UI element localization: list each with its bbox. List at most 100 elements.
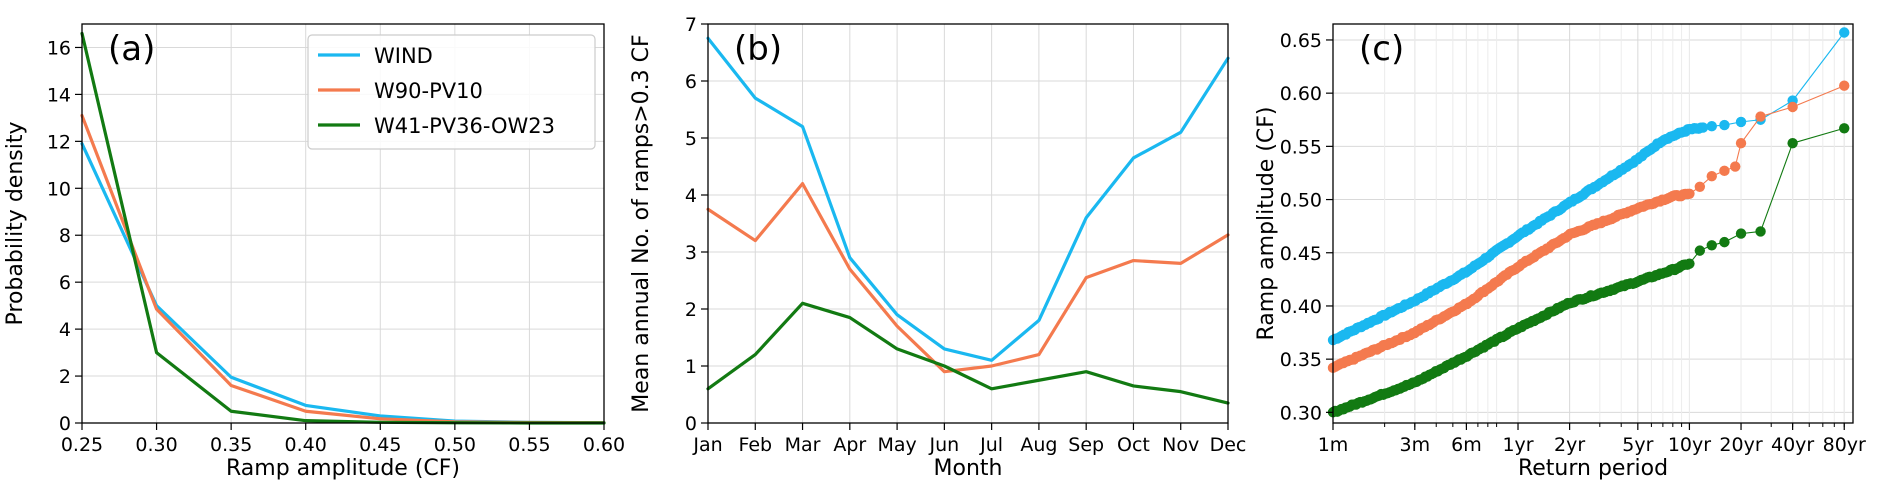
legend: WIND W90-PV10 W41-PV36-OW23	[307, 34, 596, 150]
panel-b-xtick-label: May	[877, 434, 916, 456]
panel-a-xtick-label: 0.50	[434, 434, 476, 456]
panel-a-ytick-label: 4	[59, 319, 71, 341]
panel-b-ytick-label: 2	[685, 299, 697, 321]
panel-b: 0 1 2 3 4 5 6 7 Jan Feb Mar Apr May Jun Jul Aug Sep Oct No…	[629, 14, 1246, 481]
panel-b-grid	[707, 23, 1229, 424]
panel-b-series-line-wind	[706, 36, 1230, 362]
panel-b-ytick-label: 4	[685, 185, 697, 207]
panel-c-ytick-label: 0.40	[1280, 296, 1322, 318]
panel-b-series	[706, 36, 1230, 405]
panel-c-point-w41-pv36-ow23	[1839, 123, 1850, 134]
panel-c-ytick-label: 0.60	[1280, 83, 1322, 105]
panel-a-ytick-label: 10	[47, 178, 71, 200]
panel-c-point-w90-pv10	[1839, 80, 1850, 91]
panel-a-xlabel: Ramp amplitude (CF)	[226, 456, 460, 481]
panel-c-point-w90-pv10	[1730, 161, 1741, 172]
panel-c-point-w41-pv36-ow23	[1787, 137, 1798, 149]
panel-b-xtick-label: Sep	[1068, 434, 1104, 456]
panel-c-axes-frame	[1332, 23, 1854, 424]
panel-b-xtick-label: Apr	[833, 434, 866, 456]
panel-b-series-line-w41-pv36-ow23	[706, 301, 1230, 405]
panel-b-xtick-label: Oct	[1117, 434, 1150, 456]
panel-b-axes-frame	[707, 23, 1229, 424]
panel-c-point-w41-pv36-ow23	[1684, 258, 1695, 269]
panel-c-xtick-label: 3m	[1400, 434, 1431, 456]
panel-b-xtick-label: Dec	[1210, 434, 1247, 456]
legend-box	[307, 34, 596, 150]
panel-c-point-w90-pv10	[1719, 165, 1730, 177]
panel-a-xtick-label: 0.25	[61, 434, 103, 456]
panel-a-ytick-label: 6	[59, 272, 71, 294]
panel-c-point-w90-pv10	[1684, 188, 1695, 200]
panel-a-xtick-label: 0.60	[583, 434, 625, 456]
legend-label-w41-pv36-ow23: W41-PV36-OW23	[374, 114, 555, 138]
panel-b-xtick-label: Mar	[785, 434, 821, 456]
panel-a-ticks: 0 2 4 6 8 10 12 14 16 0.25 0.30 0.35 0.40 0.45 0.50 0.5…	[47, 37, 625, 456]
panel-c-point-w41-pv36-ow23	[1735, 228, 1747, 239]
panel-a-ytick-label: 14	[47, 84, 71, 106]
panel-a-ytick-label: 16	[47, 37, 71, 59]
panel-a-ytick-label: 0	[59, 413, 71, 435]
panel-c-xtick-label: 6m	[1451, 434, 1482, 456]
panel-b-xtick-label: Feb	[738, 434, 772, 456]
panel-c-xlabel: Return period	[1518, 456, 1668, 481]
panel-a-series-line-wind	[80, 142, 606, 425]
panel-b-xtick-label: Jan	[692, 434, 722, 456]
panel-c-ytick-label: 0.30	[1280, 402, 1322, 424]
panel-b-label: (b)	[734, 29, 782, 69]
panel-b-ticks: 0 1 2 3 4 5 6 7 Jan Feb Mar Apr May Jun Jul Aug Sep Oct No…	[685, 14, 1246, 456]
panel-c-xtick-label: 10yr	[1668, 434, 1711, 456]
panel-a-xtick-label: 0.55	[508, 434, 550, 456]
panel-c-ytick-label: 0.45	[1280, 243, 1322, 265]
panel-c-point-wind	[1719, 119, 1730, 131]
panel-b-xtick-label: Jun	[929, 434, 960, 456]
panel-b-xlabel: Month	[934, 456, 1003, 481]
panel-c-ytick-label: 0.55	[1280, 136, 1322, 158]
panel-b-ytick-label: 6	[685, 71, 697, 93]
panel-c-series	[1327, 27, 1850, 418]
panel-b-ytick-label: 3	[685, 242, 697, 264]
panel-c-xtick-label: 1m	[1318, 434, 1349, 456]
panel-c-xtick-label: 2yr	[1554, 434, 1585, 456]
panel-c-ylabel: Ramp amplitude (CF)	[1254, 106, 1279, 340]
panel-c-ytick-label: 0.50	[1280, 190, 1322, 212]
panel-c-point-wind	[1735, 116, 1747, 128]
panel-a-axes-frame	[81, 23, 605, 424]
panel-a-xtick-label: 0.35	[210, 434, 252, 456]
panel-c-xtick-label: 80yr	[1823, 434, 1866, 456]
panel-a-ytick-label: 12	[47, 131, 71, 153]
panel-c-point-w41-pv36-ow23	[1755, 226, 1766, 237]
panel-a-xtick-label: 0.45	[359, 434, 401, 456]
panel-b-ytick-label: 5	[685, 128, 697, 150]
panel-a: 0 2 4 6 8 10 12 14 16 0.25 0.30 0.35 0.40 0.45 0.50 0.5…	[3, 23, 625, 481]
panel-c-point-w41-pv36-ow23	[1694, 245, 1706, 256]
panel-c-point-wind	[1839, 27, 1850, 38]
panel-c-ytick-label: 0.65	[1280, 30, 1322, 52]
panel-c-label: (c)	[1359, 29, 1404, 69]
panel-a-ytick-label: 8	[59, 225, 71, 247]
panel-c-xtick-label: 20yr	[1719, 434, 1762, 456]
panel-a-xtick-label: 0.30	[135, 434, 177, 456]
panel-a-label: (a)	[108, 29, 155, 69]
panel-c-point-w90-pv10	[1694, 181, 1706, 192]
panel-a-xtick-label: 0.40	[285, 434, 327, 456]
panel-b-ytick-label: 7	[685, 14, 697, 36]
panel-c-point-wind	[1706, 120, 1717, 132]
panel-b-xtick-label: Jul	[979, 434, 1003, 456]
panel-b-ytick-label: 1	[685, 356, 697, 378]
panel-c-ytick-label: 0.35	[1280, 349, 1322, 371]
panel-a-ytick-label: 2	[59, 366, 71, 388]
panel-b-xtick-label: Nov	[1162, 434, 1199, 456]
legend-label-w90-pv10: W90-PV10	[374, 79, 483, 103]
panel-c-ticks: 0.30 0.35 0.40 0.45 0.50 0.55 0.60 0.65 1m 3m 6m 1y…	[1280, 30, 1866, 456]
panel-c-series-line-w41-pv36-ow23	[1332, 127, 1845, 413]
panel-c-point-wind	[1697, 122, 1709, 133]
panel-c: 0.30 0.35 0.40 0.45 0.50 0.55 0.60 0.65 1m 3m 6m 1y…	[1254, 23, 1866, 481]
panel-a-grid	[81, 24, 605, 424]
panel-c-point-w41-pv36-ow23	[1719, 236, 1730, 248]
panel-c-point-w90-pv10	[1735, 137, 1747, 149]
panel-c-point-w90-pv10	[1755, 111, 1766, 122]
panel-c-point-w90-pv10	[1706, 170, 1717, 182]
panel-c-xtick-label: 40yr	[1771, 434, 1814, 456]
